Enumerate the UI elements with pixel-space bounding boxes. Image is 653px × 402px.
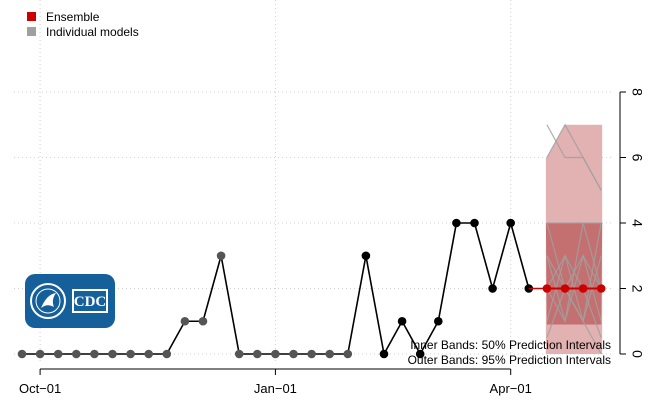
observed-point-25 <box>470 218 479 228</box>
observed-point-6 <box>126 349 135 359</box>
y-tick-label-1: 2 <box>629 285 645 293</box>
observed-point-14 <box>271 349 280 359</box>
x-tick-label-1: Jan−01 <box>254 381 297 396</box>
individual-model-line-8 <box>546 222 602 324</box>
observed-point-20 <box>379 349 389 359</box>
observed-point-21 <box>397 316 407 326</box>
grid-lines <box>14 0 612 362</box>
legend: Ensemble Individual models <box>27 9 139 39</box>
legend-item-ensemble: Ensemble <box>27 9 139 24</box>
outer-bands-note: Outer Bands: 95% Prediction Intervals <box>407 353 611 367</box>
axes: Oct−01 Jan−01 Apr−01 0 2 4 6 8 <box>19 88 645 396</box>
observed-point-1 <box>35 349 45 359</box>
observed-point-3 <box>72 349 81 359</box>
ensemble-point-0 <box>542 284 552 293</box>
cdc-logo: CDC <box>25 274 115 328</box>
observed-point-12 <box>234 349 244 359</box>
ensemble-swatch <box>27 12 36 21</box>
y-tick-label-3: 6 <box>629 154 645 162</box>
observed-point-10 <box>198 316 208 326</box>
observed-point-5 <box>108 349 117 359</box>
observed-point-4 <box>90 349 99 359</box>
observed-point-24 <box>452 218 461 228</box>
observed-point-2 <box>53 349 63 359</box>
observed-point-0 <box>17 349 27 359</box>
observed-point-7 <box>144 349 153 359</box>
observed-point-18 <box>343 349 353 359</box>
observed-point-17 <box>325 349 335 359</box>
ensemble-point-1 <box>560 284 570 293</box>
x-tick-label-0: Oct−01 <box>19 381 61 396</box>
y-tick-label-2: 4 <box>629 219 645 227</box>
prediction-bands <box>545 124 603 354</box>
observed-point-26 <box>488 284 497 293</box>
observed-point-9 <box>180 316 190 326</box>
cdc-logo-graphic: CDC <box>30 283 108 319</box>
x-tick-label-2: Apr−01 <box>490 381 532 396</box>
legend-label-ensemble: Ensemble <box>46 9 100 24</box>
prediction-interval-note: Inner Bands: 50% Prediction Intervals Ou… <box>408 338 611 368</box>
observed-point-8 <box>162 349 172 359</box>
y-tick-label-4: 8 <box>629 88 645 96</box>
observed-series <box>17 218 534 359</box>
observed-point-22 <box>415 349 425 359</box>
inner-bands-note: Inner Bands: 50% Prediction Intervals <box>410 338 611 352</box>
ensemble-series <box>528 284 606 293</box>
y-tick-label-0: 0 <box>629 350 645 358</box>
legend-label-individual-models: Individual models <box>46 24 139 39</box>
observed-point-27 <box>506 218 515 228</box>
individual-model-line-9 <box>546 222 602 355</box>
cdc-logo-text: CDC <box>74 294 107 310</box>
ensemble-point-3 <box>596 284 606 293</box>
observed-point-13 <box>252 349 262 359</box>
observed-point-19 <box>361 251 371 261</box>
observed-point-15 <box>289 349 298 359</box>
observed-point-23 <box>434 316 443 326</box>
individual-models-swatch <box>27 27 36 36</box>
observed-point-11 <box>216 251 226 261</box>
ensemble-point-2 <box>578 284 588 293</box>
legend-item-individual-models: Individual models <box>27 24 139 39</box>
observed-point-16 <box>307 349 316 359</box>
individual-model-line-1 <box>546 123 602 191</box>
